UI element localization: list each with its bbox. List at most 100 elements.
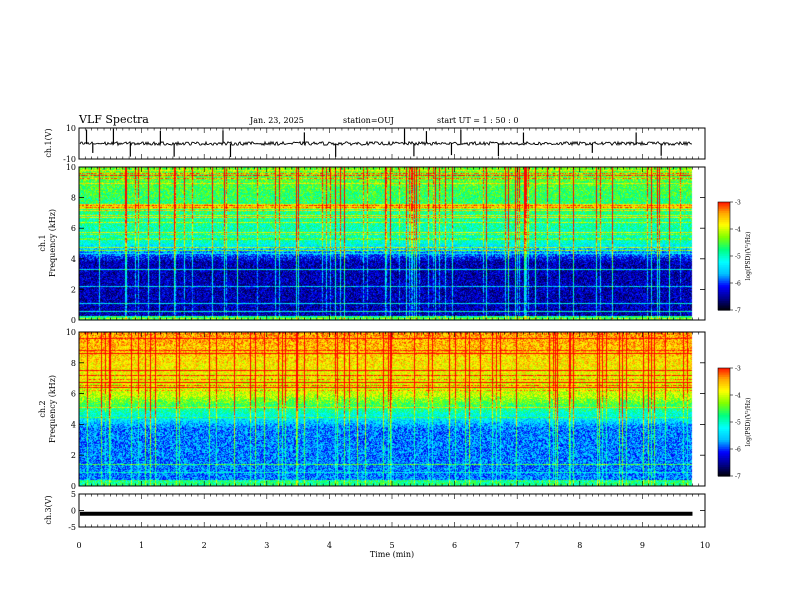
colorbar-swatch [718,409,730,412]
y-tick-label: 0 [71,482,76,491]
y-tick-label: 6 [71,390,76,399]
colorbar-swatch [718,218,730,221]
colorbar-swatch [718,266,730,270]
colorbar-swatch [718,373,730,376]
x-tick-label: 10 [700,541,710,550]
colorbar-swatch [718,284,730,288]
colorbar-swatch [718,207,730,210]
colorbar-swatch [718,440,730,443]
x-tick-label: 6 [452,541,457,550]
colorbar-swatch [718,456,730,459]
colorbar-swatch [718,461,730,464]
colorbar-swatch [718,286,730,289]
colorbar-swatch [718,225,730,228]
ch2-spec-channel-label: ch.2 [38,400,47,417]
colorbar-swatch [718,247,730,250]
colorbar-swatch [718,295,730,298]
colorbar-swatch [718,277,730,280]
colorbar-swatch [718,221,730,225]
colorbar-tick-label: -5 [735,420,741,427]
colorbar-swatch [718,371,730,374]
colorbar-swatch [718,308,730,311]
colorbar-swatch [718,472,730,475]
colorbar-swatch [718,292,730,295]
colorbar-swatch [718,400,730,403]
colorbar-swatch [718,297,730,300]
colorbar-swatch [718,389,730,392]
colorbar-swatch [718,380,730,383]
ch3-waveform-ylabel: ch.3(V) [44,495,53,524]
colorbar-swatch [718,413,730,416]
colorbar-swatch [718,459,730,463]
colorbar-swatch [718,431,730,434]
ch1-spec-channel-label: ch.1 [38,234,47,251]
ch1-waveform-trace [79,140,692,147]
colorbar-swatch [718,214,730,217]
colorbar-swatch [718,377,730,380]
colorbar-swatch [718,281,730,284]
colorbar-swatch [718,420,730,423]
colorbar-tick-label: -4 [735,227,741,234]
colorbar-swatch [718,449,730,452]
colorbar-swatch [718,402,730,405]
x-tick-label: 1 [139,541,144,550]
colorbar-swatch [718,241,730,244]
colorbar-swatch [718,416,730,419]
station-label: station=OUJ [343,116,394,125]
colorbar-swatch [718,447,730,450]
colorbar-tick-label: -7 [735,308,741,315]
colorbar-swatch [718,230,730,234]
colorbar-swatch [718,254,730,257]
colorbar-swatch [718,229,730,232]
ch2-spec-freq-label: Frequency (kHz) [48,375,57,443]
x-tick-label: 4 [327,541,332,550]
y-tick-label: 0 [71,316,76,325]
colorbar-swatch [718,411,730,414]
colorbar-swatch [718,414,730,418]
colorbar-swatch [718,384,730,387]
colorbar-swatch [718,438,730,441]
colorbar-swatch [718,304,730,307]
colorbar-swatch [718,434,730,437]
date-label: Jan. 23, 2025 [249,116,304,125]
ch1-spec-freq-label: Frequency (kHz) [48,209,57,277]
colorbar-swatch [718,279,730,282]
colorbar-swatch [718,270,730,273]
colorbar-swatch [718,382,730,385]
colorbar-swatch [718,429,730,432]
colorbar-swatch [718,396,730,400]
colorbar-swatch [718,274,730,277]
x-tick-label: 9 [640,541,645,550]
y-tick-label: -5 [68,523,76,532]
colorbar-swatch [718,427,730,430]
colorbar-swatch [718,203,730,207]
colorbar-swatch [718,202,730,205]
y-tick-label: 5 [71,490,76,499]
colorbar-swatch [718,293,730,297]
colorbar-swatch [718,378,730,382]
colorbar-swatch [718,268,730,271]
x-tick-label: 7 [515,541,520,550]
colorbar-swatch [718,441,730,445]
colorbar-swatch [718,463,730,466]
colorbar-swatch [718,261,730,264]
colorbar-swatch [718,418,730,421]
colorbar-swatch [718,220,730,223]
colorbar-swatch [718,211,730,214]
colorbar-swatch [718,250,730,253]
y-tick-label: 10 [66,328,76,337]
colorbar-tick-label: -6 [735,281,741,288]
start-time-label: start UT = 1 : 50 : 0 [437,116,518,125]
colorbar-swatch [718,468,730,472]
colorbar-swatch [718,302,730,306]
colorbar-tick-label: -5 [735,254,741,261]
colorbar-tick-label: -3 [735,366,741,373]
x-tick-label: 2 [202,541,207,550]
y-tick-label: 8 [71,194,76,203]
colorbar-tick-label: -3 [735,200,741,207]
colorbar-swatch [718,405,730,409]
colorbar-swatch [718,443,730,446]
colorbar-label: log(PSD)(V²/Hz) [745,398,752,447]
y-tick-label: 2 [71,285,76,294]
